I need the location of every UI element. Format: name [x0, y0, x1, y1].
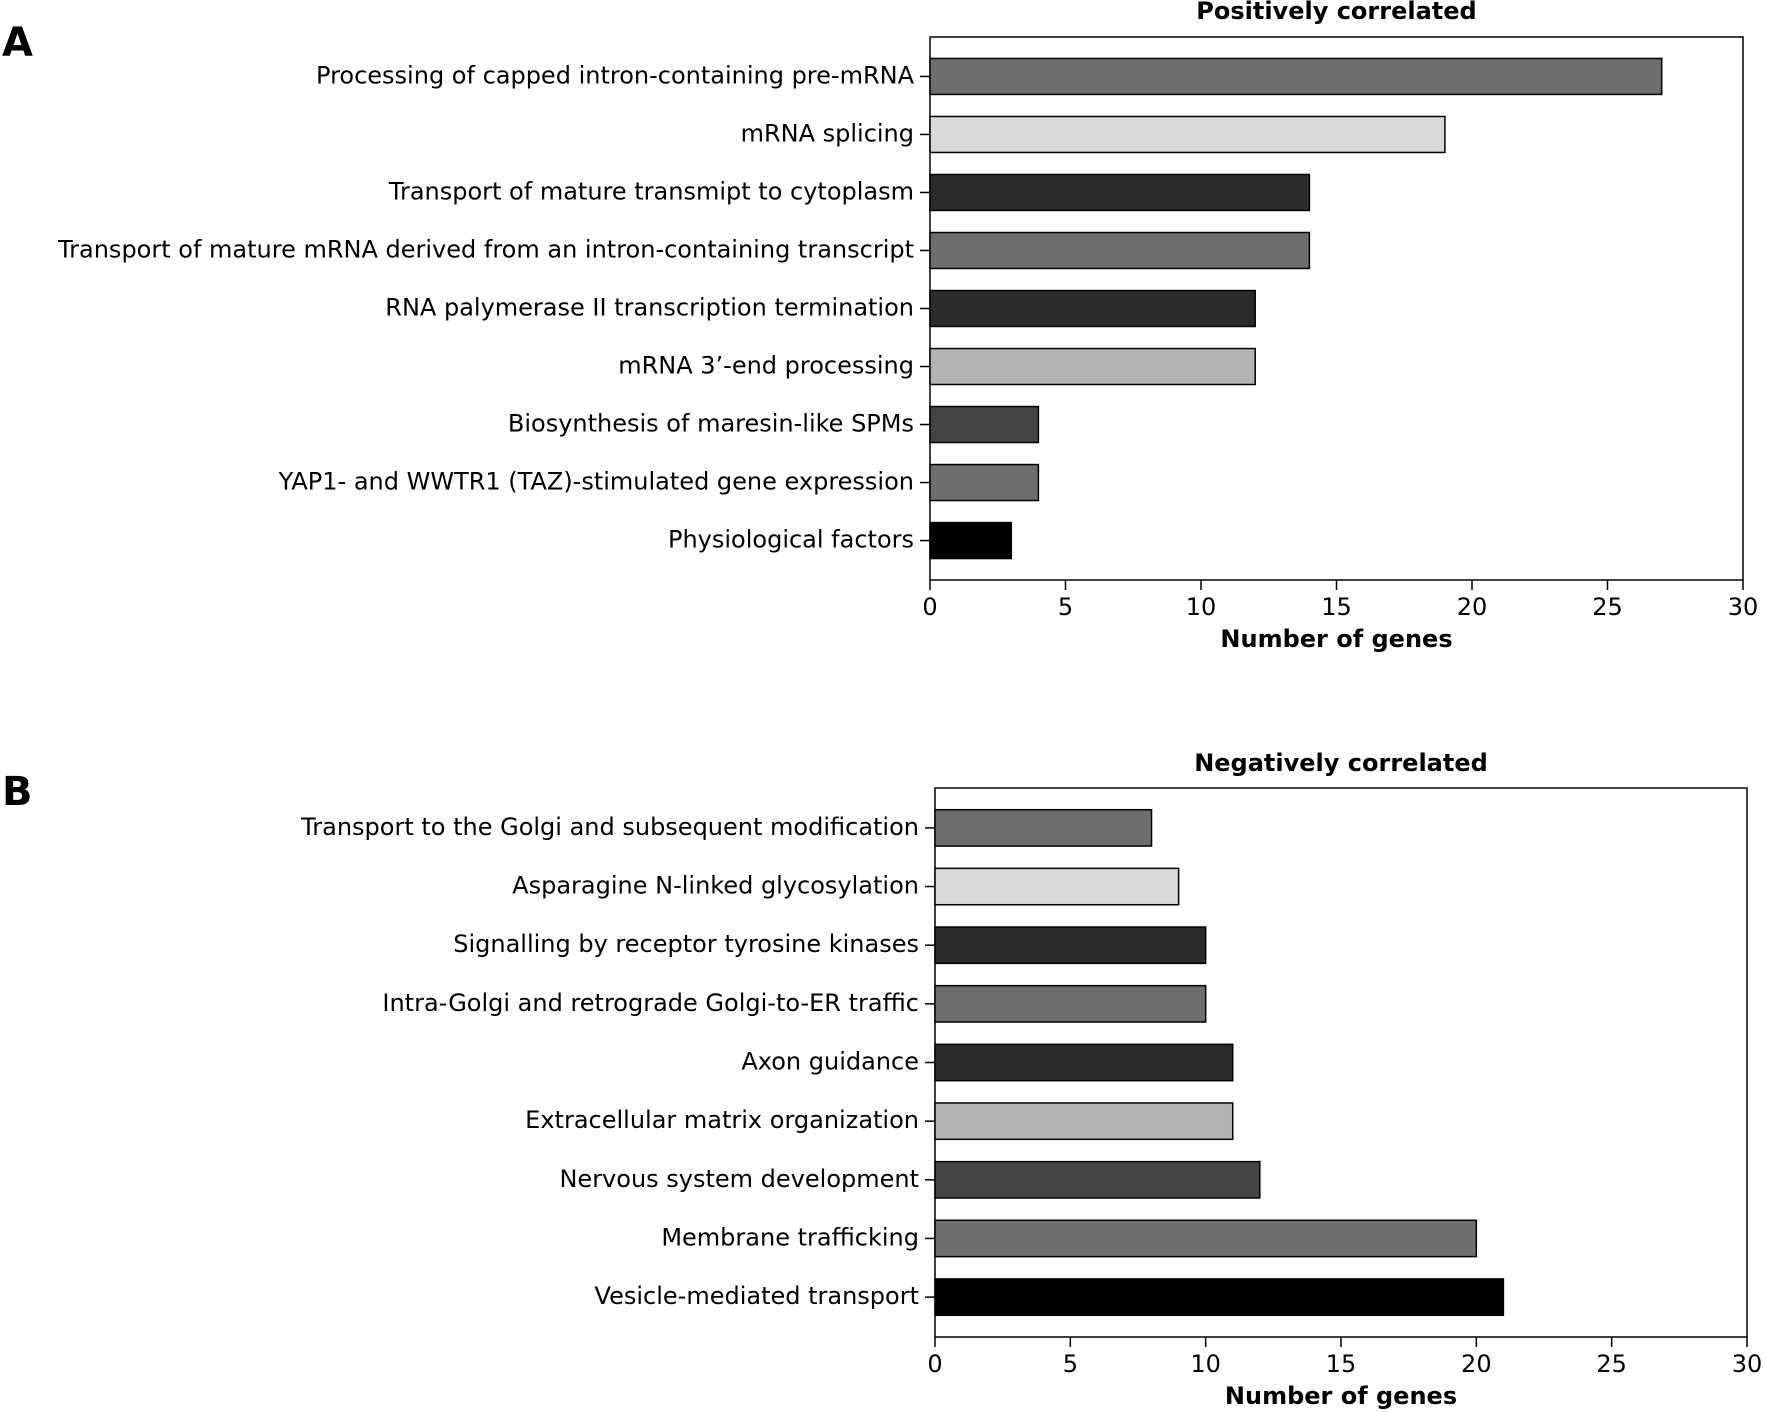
bar	[934, 1278, 1505, 1317]
bar	[929, 231, 1311, 270]
chart-title: Negatively correlated	[1194, 749, 1488, 777]
bar	[929, 405, 1040, 444]
bar	[934, 1219, 1478, 1258]
bar	[934, 808, 1153, 847]
bar	[934, 926, 1207, 965]
x-tick-label: 30	[1732, 1350, 1763, 1378]
y-tick-label: Membrane trafficking	[661, 1223, 919, 1251]
y-tick-label: YAP1- and WWTR1 (TAZ)-stimulated gene ex…	[278, 468, 914, 496]
y-tick-label: Nervous system development	[559, 1165, 919, 1193]
x-tick-label: 20	[1461, 1350, 1492, 1378]
x-axis-label: Number of genes	[1225, 1382, 1457, 1410]
bar	[929, 289, 1256, 328]
y-tick-label: Intra-Golgi and retrograde Golgi-to-ER t…	[382, 989, 919, 1017]
bar	[934, 1160, 1261, 1199]
bar	[934, 1043, 1234, 1082]
y-tick-label: Biosynthesis of maresin-like SPMs	[508, 410, 914, 438]
x-tick-label: 30	[1728, 593, 1759, 621]
x-tick-label: 25	[1596, 1350, 1627, 1378]
y-tick-label: mRNA 3’-end processing	[618, 352, 914, 380]
y-tick-label: Processing of capped intron-containing p…	[316, 61, 915, 89]
y-tick-label: RNA palymerase II transcription terminat…	[385, 294, 914, 322]
x-tick-label: 10	[1190, 1350, 1221, 1378]
x-tick-label: 0	[922, 593, 937, 621]
x-tick-label: 15	[1326, 1350, 1357, 1378]
bar	[934, 984, 1207, 1023]
panel-label: B	[2, 769, 33, 815]
x-tick-label: 20	[1457, 593, 1488, 621]
bar	[934, 1102, 1234, 1141]
x-tick-label: 0	[927, 1350, 942, 1378]
y-tick-label: Signalling by receptor tyrosine kinases	[453, 930, 919, 958]
x-tick-label: 10	[1186, 593, 1217, 621]
x-tick-label: 25	[1592, 593, 1623, 621]
y-tick-label: Vesicle-mediated transport	[595, 1282, 919, 1310]
x-tick-label: 15	[1321, 593, 1352, 621]
y-tick-label: mRNA splicing	[741, 119, 914, 147]
bar	[934, 867, 1180, 906]
chart-title: Positively correlated	[1196, 0, 1476, 25]
y-tick-label: Axon guidance	[741, 1048, 919, 1076]
y-tick-label: Transport to the Golgi and subsequent mo…	[300, 813, 919, 841]
y-tick-label: Transport of mature mRNA derived from an…	[57, 235, 914, 263]
bar	[929, 173, 1311, 212]
panel-label: A	[2, 20, 33, 66]
y-tick-label: Extracellular matrix organization	[525, 1106, 919, 1134]
bar	[929, 521, 1013, 560]
y-tick-label: Physiological factors	[668, 526, 914, 554]
bar	[929, 347, 1256, 386]
x-tick-label: 5	[1063, 1350, 1078, 1378]
y-tick-label: Asparagine N-linked glycosylation	[512, 872, 919, 900]
x-axis-label: Number of genes	[1220, 625, 1452, 653]
bar	[929, 57, 1663, 96]
bar	[929, 463, 1040, 502]
x-tick-label: 5	[1058, 593, 1073, 621]
bar	[929, 115, 1446, 154]
y-tick-label: Transport of mature transmipt to cytopla…	[388, 177, 914, 205]
